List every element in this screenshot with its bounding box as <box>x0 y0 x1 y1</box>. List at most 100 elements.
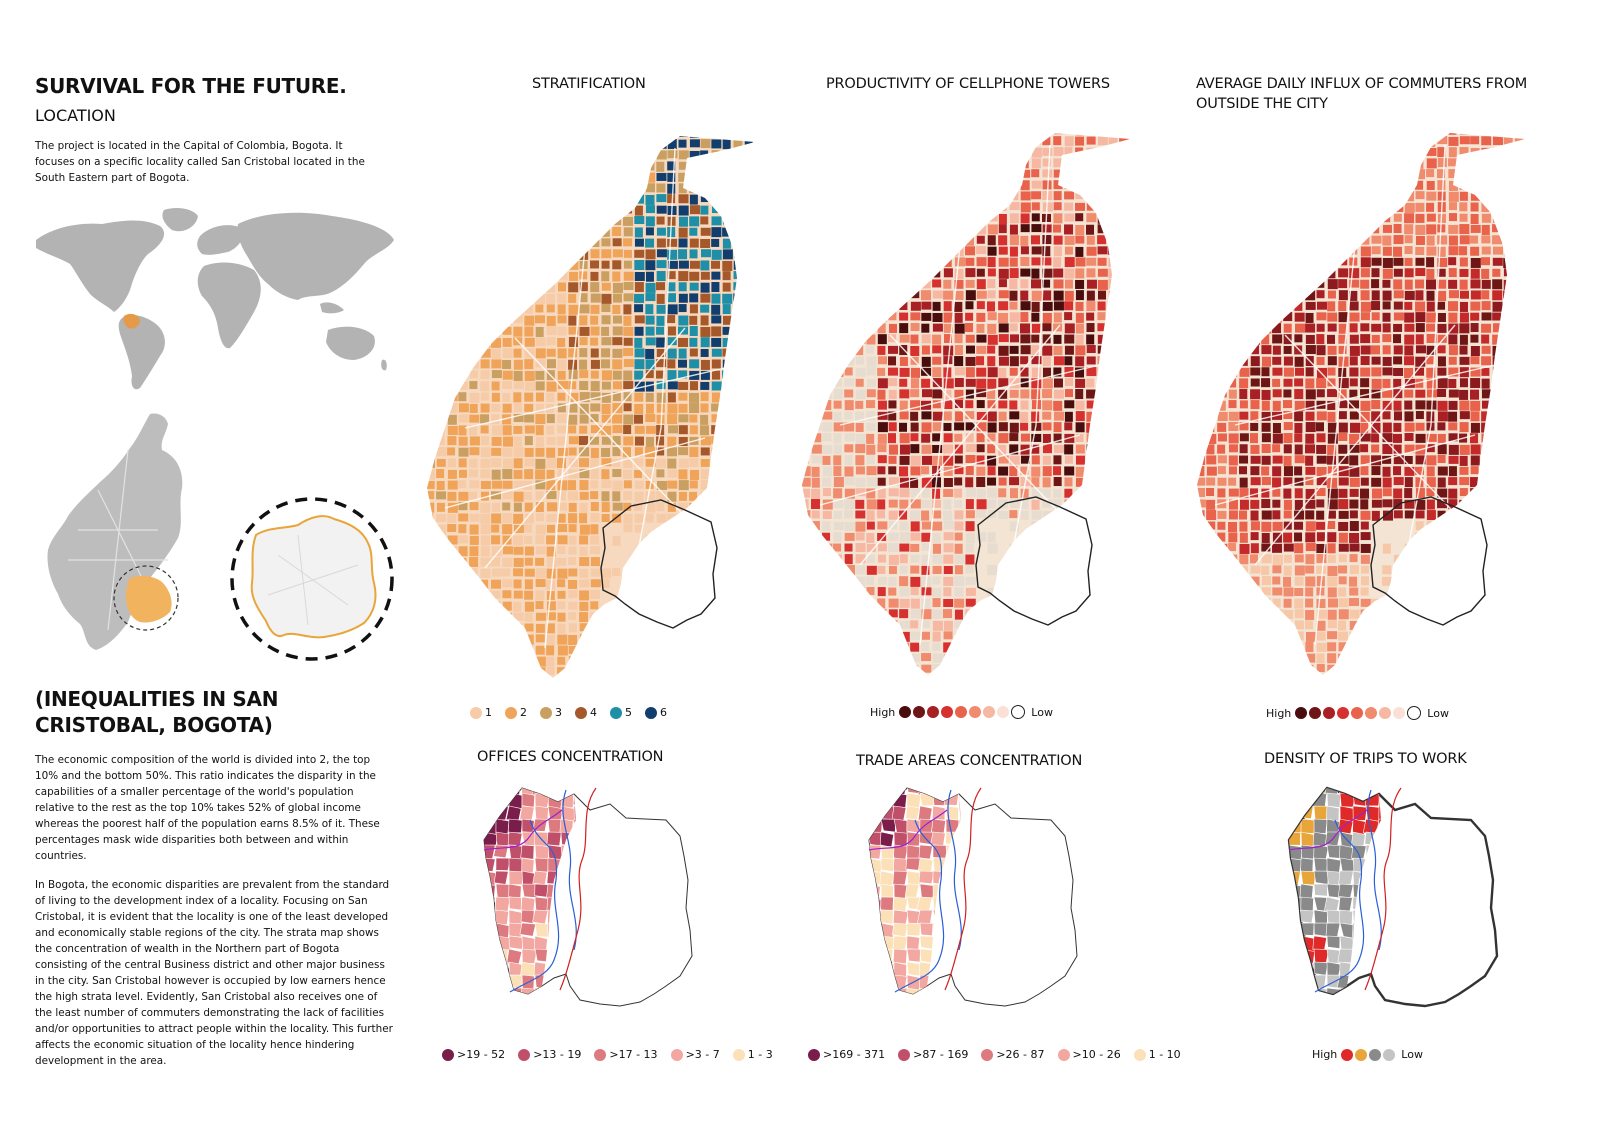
trips-legend-low: Low <box>1401 1048 1423 1061</box>
commuters-title: AVERAGE DAILY INFLUX OF COMMUTERS FROM O… <box>1196 76 1528 112</box>
inequalities-paragraph-2: In Bogota, the economic disparities are … <box>35 879 393 1067</box>
stratification-title: STRATIFICATION <box>532 76 646 92</box>
location-text: The project is located in the Capital of… <box>35 140 365 184</box>
trade-legend-item: 1 - 10 <box>1133 1048 1181 1061</box>
offices-legend-item: >3 - 7 <box>670 1048 720 1061</box>
page-title: SURVIVAL FOR THE FUTURE. <box>35 74 347 98</box>
trade-legend-label: >26 - 87 <box>996 1048 1045 1061</box>
cellphone-legend: High Low <box>866 705 1057 719</box>
trips-title: DENSITY OF TRIPS TO WORK <box>1264 751 1467 767</box>
cellphone-legend-low: Low <box>1031 705 1053 719</box>
commuters-ramp-swatch <box>1323 707 1336 719</box>
offices-legend-label: >17 - 13 <box>609 1048 658 1061</box>
commuters-legend: High Low <box>1262 706 1453 720</box>
trade-legend-item: >169 - 371 <box>808 1048 885 1061</box>
trips-legend-high: High <box>1312 1048 1338 1061</box>
cellphone-ramp-swatch <box>955 706 968 718</box>
stratification-legend-swatch <box>610 706 622 719</box>
stratification-legend-swatch <box>505 706 517 719</box>
world-map <box>36 208 394 390</box>
commuters-ramp-swatch <box>1393 707 1406 719</box>
trade-legend: >169 - 371 >87 - 169 >26 - 87 >10 - 26 1 - 1… <box>808 1048 1194 1061</box>
trade-legend-swatch <box>808 1048 820 1061</box>
stratification-legend-label: 5 <box>625 706 632 719</box>
stratification-legend-item: 3 <box>540 706 562 719</box>
trade-legend-label: >87 - 169 <box>913 1048 969 1061</box>
san-cristobal-outline <box>1370 496 1488 626</box>
stratification-legend-swatch <box>645 706 657 719</box>
offices-legend-item: >19 - 52 <box>442 1048 505 1061</box>
trade-legend-item: >87 - 169 <box>898 1048 968 1061</box>
offices-legend-label: >19 - 52 <box>457 1048 506 1061</box>
stratification-legend-item: 2 <box>505 706 527 719</box>
stratification-legend-label: 3 <box>555 706 562 719</box>
commuters-ramp-swatch <box>1309 707 1322 719</box>
colombia-highlight <box>123 313 140 329</box>
stratification-legend-item: 6 <box>645 706 667 719</box>
inequalities-paragraph-1: The economic composition of the world is… <box>35 754 380 862</box>
stratification-legend-label: 1 <box>485 706 492 719</box>
trade-legend-label: 1 - 10 <box>1148 1048 1181 1061</box>
offices-legend-swatch <box>442 1048 454 1061</box>
cellphone-legend-high: High <box>870 705 896 719</box>
offices-title: OFFICES CONCENTRATION <box>477 749 664 765</box>
trade-map <box>868 787 1078 1007</box>
commuters-ramp-swatch <box>1379 707 1392 719</box>
trade-legend-item: >10 - 26 <box>1057 1048 1121 1061</box>
cellphone-ramp-swatch <box>983 706 996 718</box>
trips-legend: High Low <box>1308 1048 1427 1061</box>
trips-ramp-swatch <box>1383 1048 1396 1061</box>
stratification-legend-item: 1 <box>470 706 492 719</box>
san-cristobal-outline <box>975 496 1093 626</box>
stratification-legend-swatch <box>540 706 552 719</box>
trips-map <box>1287 786 1499 1008</box>
location-heading: LOCATION <box>35 106 116 125</box>
trips-ramp-swatch <box>1369 1048 1382 1061</box>
commuters-legend-high: High <box>1266 706 1292 720</box>
stratification-legend: 1 2 3 4 5 6 <box>470 706 680 719</box>
cellphone-ramp-swatch <box>913 706 926 718</box>
san-cristobal-outline <box>600 499 718 629</box>
cellphone-ramp-swatch <box>1011 705 1026 719</box>
commuters-ramp-swatch <box>1337 707 1350 719</box>
commuters-map <box>1197 133 1525 675</box>
stratification-legend-swatch <box>575 706 587 719</box>
offices-legend-swatch <box>670 1048 683 1061</box>
commuters-legend-low: Low <box>1427 706 1449 720</box>
cellphone-ramp-swatch <box>927 706 940 718</box>
stratification-legend-label: 4 <box>590 706 597 719</box>
offices-legend-label: >3 - 7 <box>685 1048 720 1061</box>
stratification-legend-label: 6 <box>660 706 667 719</box>
offices-legend-swatch <box>518 1048 531 1061</box>
cellphone-ramp-swatch <box>997 706 1010 718</box>
offices-legend-item: 1 - 3 <box>732 1048 773 1061</box>
trade-title: TRADE AREAS CONCENTRATION <box>856 753 1083 769</box>
stratification-map <box>427 136 755 678</box>
stratification-legend-label: 2 <box>520 706 527 719</box>
offices-map <box>483 787 693 1007</box>
cellphone-ramp-swatch <box>941 706 954 718</box>
cellphone-ramp-swatch <box>899 706 912 718</box>
offices-legend-item: >17 - 13 <box>594 1048 658 1061</box>
commuters-ramp-swatch <box>1407 706 1422 720</box>
offices-legend-item: >13 - 19 <box>518 1048 581 1061</box>
bogota-locator-map <box>47 413 183 650</box>
trips-ramp-swatch <box>1341 1048 1354 1061</box>
trade-legend-label: >10 - 26 <box>1072 1048 1121 1061</box>
stratification-legend-item: 5 <box>610 706 632 719</box>
trade-legend-label: >169 - 371 <box>823 1048 886 1061</box>
commuters-ramp-swatch <box>1295 707 1308 719</box>
offices-legend: >19 - 52 >13 - 19 >17 - 13 >3 - 7 1 - 3 <box>442 1048 786 1061</box>
trade-legend-item: >26 - 87 <box>981 1048 1045 1061</box>
trade-legend-swatch <box>1057 1048 1070 1061</box>
san-cristobal-highlight <box>126 575 172 623</box>
trade-legend-swatch <box>1133 1048 1146 1061</box>
san-cristobal-zoom <box>230 497 394 661</box>
commuters-ramp-swatch <box>1351 707 1364 719</box>
offices-legend-label: 1 - 3 <box>747 1048 773 1061</box>
cellphone-towers-title: PRODUCTIVITY OF CELLPHONE TOWERS <box>826 76 1110 92</box>
trips-ramp-swatch <box>1355 1048 1368 1061</box>
offices-legend-swatch <box>594 1048 607 1061</box>
offices-legend-swatch <box>732 1048 745 1061</box>
offices-legend-label: >13 - 19 <box>533 1048 582 1061</box>
